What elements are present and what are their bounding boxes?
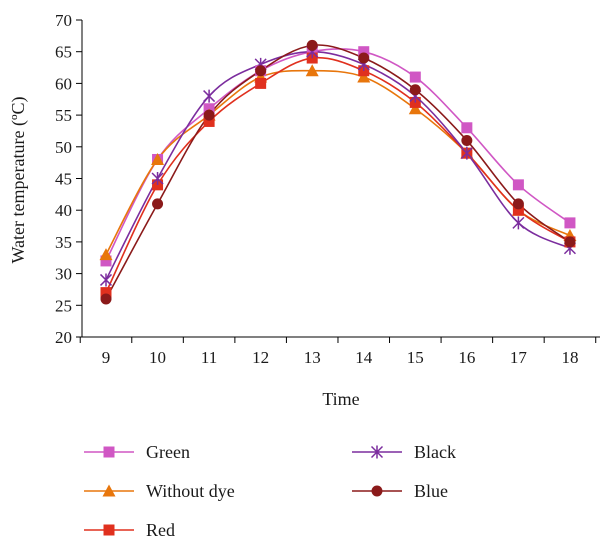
- series-line-without-dye: [105, 69, 571, 255]
- x-tick-label: 18: [561, 348, 578, 367]
- data-point-black: [460, 146, 473, 160]
- data-point-blue: [564, 236, 576, 248]
- y-tick-label: 25: [55, 296, 72, 315]
- axes: 20 25 30 35 40 45 50 55 60 65 70 9 10 11 12 13 14 15 16 17 1…: [55, 11, 600, 367]
- y-tick-label: 70: [55, 11, 72, 30]
- x-tick-label: 14: [355, 348, 373, 367]
- series-line-blue: [105, 44, 571, 300]
- legend-item-blue: Blue: [352, 481, 448, 501]
- y-tick-label: 50: [55, 138, 72, 157]
- data-point-black: [151, 172, 164, 185]
- legend: Green Without dye Red Black Blue: [84, 442, 456, 537]
- series-line-red: [105, 56, 571, 293]
- y-tick-label: 40: [55, 201, 72, 220]
- data-point-blue: [152, 198, 164, 210]
- y-axis-title: Water temperature (ºC): [8, 96, 29, 263]
- x-tick-label: 16: [458, 348, 475, 367]
- data-point-blue: [409, 84, 421, 96]
- x-tick-label: 10: [149, 348, 166, 367]
- x-axis-title: Time: [322, 389, 359, 409]
- data-point-without-dye: [99, 248, 113, 261]
- y-tick-label: 45: [55, 170, 72, 189]
- legend-label: Black: [414, 442, 456, 462]
- legend-label: Without dye: [146, 481, 235, 501]
- legend-item-green: Green: [84, 442, 190, 462]
- legend-marker: [103, 446, 115, 458]
- data-point-green: [564, 217, 576, 229]
- y-tick-label: 20: [55, 328, 72, 347]
- series-line-green: [105, 48, 571, 262]
- y-tick-label: 60: [55, 74, 72, 93]
- data-point-blue: [306, 39, 318, 51]
- data-point-red: [512, 204, 524, 216]
- data-point-green: [461, 122, 473, 134]
- series-lines: [105, 44, 571, 300]
- data-point-blue: [203, 109, 215, 121]
- data-point-blue: [512, 198, 524, 210]
- data-point-without-dye: [357, 70, 371, 83]
- x-tick-label: 13: [304, 348, 321, 367]
- data-point-green: [512, 179, 524, 191]
- legend-item-black: Black: [352, 442, 456, 462]
- legend-item-without-dye: Without dye: [84, 481, 235, 501]
- data-point-red: [100, 287, 112, 299]
- data-point-without-dye: [151, 152, 165, 165]
- data-point-blue: [461, 134, 473, 146]
- series-line-black: [105, 50, 571, 281]
- data-point-green: [358, 46, 370, 58]
- data-point-green: [100, 255, 112, 267]
- legend-label: Green: [146, 442, 190, 462]
- data-point-blue: [100, 293, 112, 305]
- legend-marker: [103, 524, 115, 536]
- y-tick-label: 35: [55, 233, 72, 252]
- data-point-without-dye: [305, 64, 319, 77]
- y-tick-label: 30: [55, 265, 72, 284]
- data-point-black: [512, 216, 525, 230]
- legend-label: Red: [146, 520, 175, 537]
- series-markers: [99, 39, 577, 305]
- data-point-blue: [255, 65, 267, 77]
- data-point-red: [203, 115, 215, 127]
- legend-marker: [102, 484, 116, 497]
- data-point-red: [255, 77, 267, 89]
- data-point-black: [99, 273, 113, 287]
- y-tick-label: 65: [55, 43, 72, 62]
- y-tick-label: 55: [55, 106, 72, 125]
- legend-marker: [371, 485, 383, 497]
- data-point-green: [409, 71, 421, 83]
- data-point-without-dye: [408, 102, 422, 115]
- legend-marker: [370, 445, 384, 459]
- data-point-blue: [358, 52, 370, 64]
- data-point-black: [203, 89, 216, 103]
- x-tick-label: 12: [252, 348, 269, 367]
- x-tick-label: 11: [201, 348, 217, 367]
- legend-label: Blue: [414, 481, 448, 501]
- legend-item-red: Red: [84, 520, 175, 537]
- x-tick-label: 17: [510, 348, 528, 367]
- x-tick-label: 9: [102, 348, 111, 367]
- x-tick-label: 15: [407, 348, 424, 367]
